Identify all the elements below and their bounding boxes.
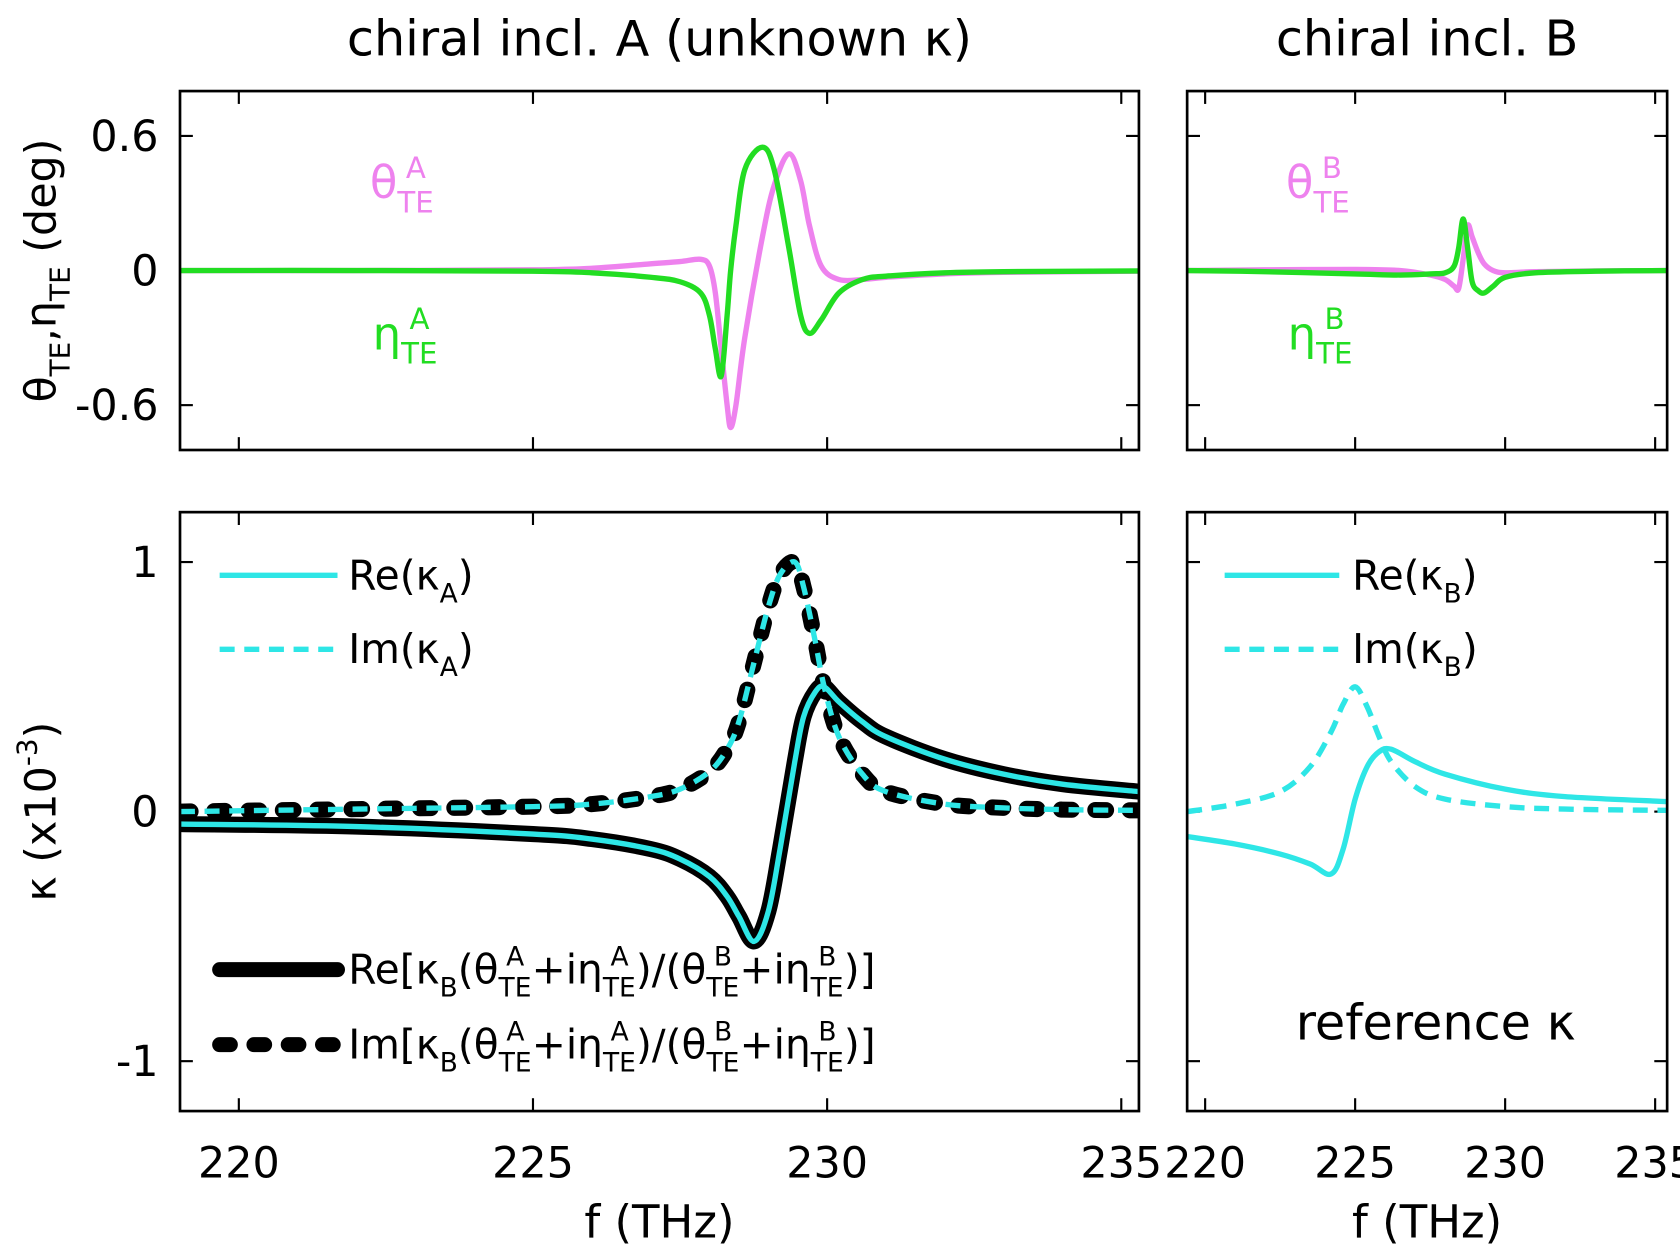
y-tick-label: -0.6 bbox=[75, 381, 159, 431]
data-line bbox=[1187, 216, 1668, 296]
legend-label: Re(κB) bbox=[1352, 551, 1477, 609]
panel: f (THz) κ (x10-3) 220 225 230 235 -1 0 1 Re(κA) Im… bbox=[10, 510, 1162, 1249]
panel-title: chiral incl. B bbox=[1276, 10, 1579, 68]
data-line bbox=[180, 553, 1139, 820]
x-tick-label: 230 bbox=[786, 1139, 868, 1189]
legend-label: Im(κA) bbox=[348, 625, 474, 683]
y-tick-label: 0.6 bbox=[90, 112, 158, 162]
plot-frame bbox=[178, 510, 1141, 1113]
data-line bbox=[180, 683, 1139, 945]
x-tick-label: 235 bbox=[1614, 1139, 1680, 1189]
y-tick-label: 0 bbox=[131, 247, 158, 297]
panel: chiral incl. B θTEB ηTEB bbox=[1185, 10, 1669, 452]
annotation: θTEB bbox=[1286, 151, 1350, 220]
x-tick-label: 220 bbox=[198, 1139, 280, 1189]
y-tick-label: 0 bbox=[131, 788, 158, 838]
x-axis-label: f (THz) bbox=[1352, 1196, 1502, 1249]
plot-frame bbox=[178, 89, 1141, 452]
y-tick-label: -1 bbox=[116, 1037, 159, 1087]
x-tick-label: 220 bbox=[1164, 1139, 1246, 1189]
legend-label: Re(κA) bbox=[348, 551, 473, 609]
panel-title: chiral incl. A (unknown κ) bbox=[347, 10, 972, 68]
plot-frame bbox=[1185, 510, 1669, 1113]
plot-area bbox=[180, 144, 1139, 431]
x-tick-label: 235 bbox=[1080, 1139, 1162, 1189]
y-axis-label: θTE,ηTE (deg) bbox=[17, 139, 77, 403]
y-axis-label: κ (x10-3) bbox=[10, 722, 66, 902]
data-line bbox=[1187, 222, 1668, 293]
x-tick-label: 225 bbox=[1314, 1139, 1396, 1189]
legend-label: Re[κB(θTEA +iηTEA)/(θTEB +iηTEB)] bbox=[348, 941, 875, 1003]
annotation: ηTEB bbox=[1288, 302, 1353, 371]
data-line bbox=[180, 151, 1139, 431]
legend-label: Im[κB(θTEA +iηTEA)/(θTEB +iηTEB)] bbox=[348, 1016, 875, 1078]
plot-area bbox=[1187, 216, 1668, 296]
x-axis-label: f (THz) bbox=[584, 1196, 734, 1249]
panel: f (THz) 220 225 230 235 reference κ Re(κB) Im(κ… bbox=[1164, 510, 1680, 1249]
annotation: ηTEA bbox=[373, 302, 438, 371]
x-tick-label: 230 bbox=[1464, 1139, 1546, 1189]
annotation: reference κ bbox=[1296, 993, 1576, 1051]
annotation: θTEA bbox=[370, 151, 434, 220]
data-line bbox=[1187, 684, 1668, 815]
legend-label: Im(κB) bbox=[1352, 625, 1478, 683]
plot-area bbox=[1187, 684, 1668, 878]
panel: chiral incl. A (unknown κ) θTE,ηTE (deg)-… bbox=[17, 10, 1141, 452]
plot-frame bbox=[1185, 89, 1669, 452]
data-line bbox=[1187, 745, 1668, 878]
y-tick-label: 1 bbox=[131, 538, 158, 588]
plot-area bbox=[180, 553, 1139, 950]
data-line bbox=[180, 559, 1139, 815]
x-tick-label: 225 bbox=[492, 1139, 574, 1189]
data-line bbox=[180, 144, 1139, 380]
